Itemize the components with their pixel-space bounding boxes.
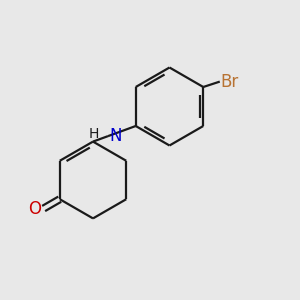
Text: N: N (110, 127, 122, 145)
Text: O: O (28, 200, 40, 217)
Text: Br: Br (220, 73, 238, 91)
Text: H: H (88, 127, 99, 141)
